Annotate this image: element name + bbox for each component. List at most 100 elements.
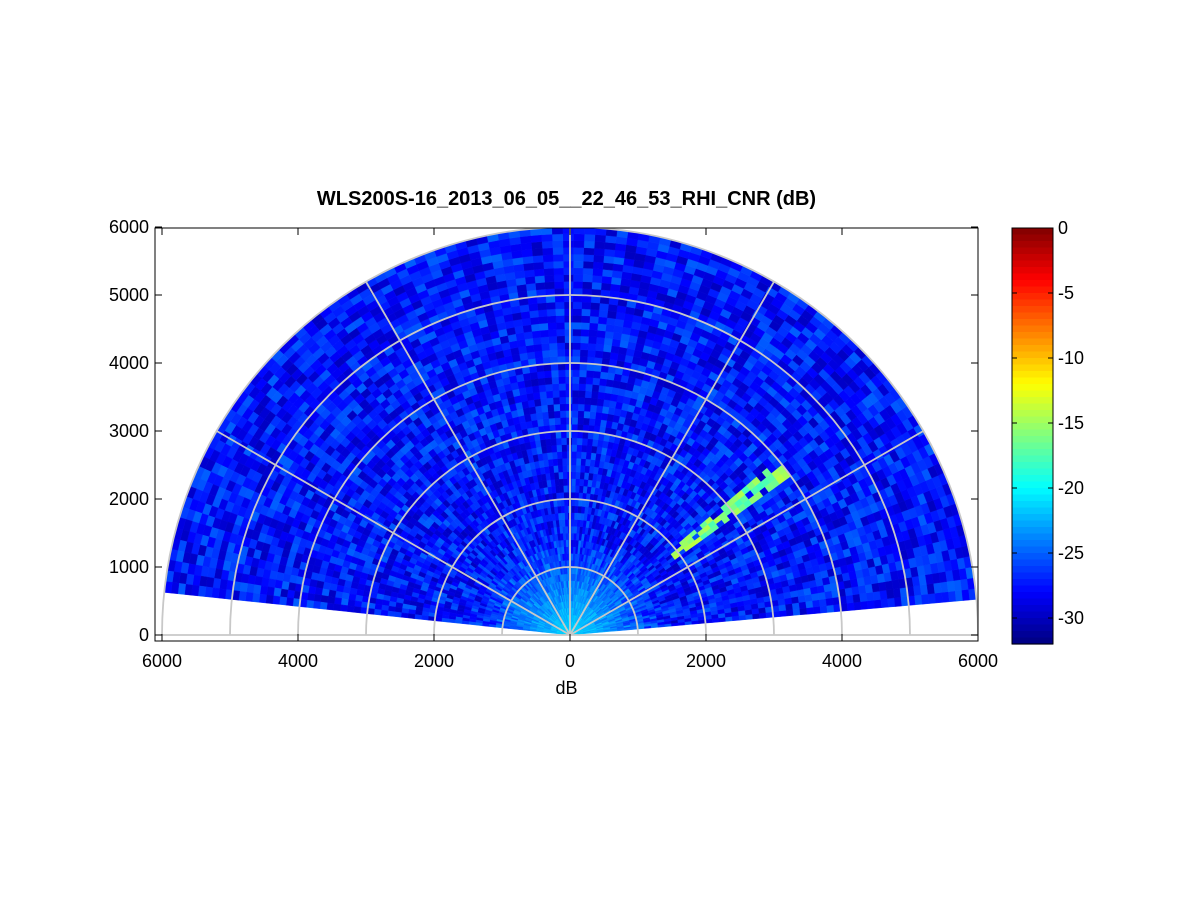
cnr-cell (571, 491, 576, 500)
cnr-cell (603, 248, 616, 258)
x-axis-label: dB (555, 678, 578, 698)
cnr-cell (556, 451, 563, 459)
cnr-cell (572, 546, 576, 554)
cnr-cell (537, 377, 546, 386)
cnr-cell (565, 403, 573, 411)
cnr-cell (817, 591, 827, 600)
cnr-cell (576, 512, 582, 521)
cnr-cell (560, 437, 567, 446)
cnr-cell (572, 321, 582, 330)
cnr-cell (593, 254, 605, 263)
cnr-cell (528, 309, 539, 319)
cnr-cell (571, 383, 580, 391)
cnr-cell (563, 315, 574, 323)
cnr-cell (738, 614, 747, 621)
cnr-cell (572, 362, 580, 371)
cnr-cell (557, 464, 563, 473)
cnr-cell (602, 344, 612, 353)
cnr-cell (563, 274, 574, 282)
cnr-cell (534, 282, 546, 291)
cnr-cell (581, 301, 592, 310)
cnr-cell (595, 405, 604, 414)
cnr-cell (534, 275, 545, 284)
cnr-cell (525, 344, 535, 353)
cnr-cell (562, 233, 574, 241)
cnr-cell (533, 268, 545, 277)
cnr-cell (551, 376, 559, 385)
cnr-cell (592, 370, 601, 379)
cnr-cell (522, 372, 532, 381)
cnr-cell (523, 269, 535, 278)
cnr-cell (579, 342, 589, 351)
cnr-cell (532, 337, 542, 346)
cnr-cell (580, 322, 590, 330)
cnr-cell (532, 391, 541, 400)
cnr-cell (600, 412, 609, 421)
cnr-cell (589, 411, 597, 420)
cnr-cell (529, 316, 540, 325)
cnr-cell (540, 336, 550, 345)
cnr-cell (941, 591, 950, 603)
cnr-cell (548, 335, 558, 344)
cnr-cell (570, 498, 576, 507)
cnr-cell (575, 471, 581, 480)
cnr-cell (598, 309, 609, 318)
cnr-cell (573, 253, 584, 262)
cnr-cell (859, 592, 868, 602)
cnr-cell (590, 452, 597, 461)
cnr-cell (579, 471, 585, 480)
cnr-cell (564, 512, 569, 520)
cnr-cell (585, 370, 594, 378)
cnr-cell (573, 532, 577, 541)
cnr-cell (779, 609, 788, 617)
cnr-cell (591, 281, 602, 290)
cnr-cell (556, 328, 565, 337)
cnr-cell (530, 234, 542, 243)
cnr-cell (578, 485, 584, 494)
cnr-cell (571, 403, 579, 411)
cnr-cell (556, 349, 566, 357)
cnr-cell (531, 248, 543, 257)
cnr-cell (541, 349, 551, 358)
cnr-cell (571, 464, 577, 473)
cnr-cell (564, 342, 573, 350)
cnr-cell (578, 383, 586, 391)
cnr-cell (583, 410, 591, 419)
cnr-cell (818, 598, 827, 607)
cnr-cell (927, 592, 937, 604)
cnr-cell (572, 267, 584, 276)
cnr-cell (526, 351, 536, 360)
cnr-cell (590, 397, 598, 406)
cnr-cell (593, 241, 606, 250)
cnr-cell (798, 601, 807, 609)
cnr-cell (914, 594, 923, 606)
cnr-cell (571, 478, 576, 486)
cnr-cell (582, 281, 593, 290)
cnr-cell (799, 607, 808, 616)
cnr-cell (588, 418, 596, 426)
cnr-cell (552, 247, 564, 255)
cnr-cell (586, 438, 594, 447)
cnr-cell (563, 301, 574, 309)
cnr-cell (570, 532, 574, 541)
cnr-cell (826, 604, 835, 613)
cnr-cell (533, 343, 543, 352)
cnr-cell (549, 349, 558, 358)
cnr-cell (604, 235, 617, 244)
cnr-cell (564, 362, 573, 370)
cnr-cell (601, 269, 613, 278)
cnr-cell (562, 253, 574, 262)
cnr-cell (572, 308, 582, 316)
cnr-cell (573, 233, 585, 242)
cnr-cell (576, 437, 583, 446)
cnr-cell (846, 602, 855, 611)
cnr-cell (572, 274, 584, 282)
cnr-cell (523, 331, 533, 340)
cnr-cell (564, 525, 569, 534)
cnr-cell (572, 315, 582, 323)
cnr-cell (559, 396, 567, 405)
cnr-cell (584, 458, 591, 467)
cnr-cell (552, 260, 564, 269)
cnr-cell (852, 593, 861, 603)
